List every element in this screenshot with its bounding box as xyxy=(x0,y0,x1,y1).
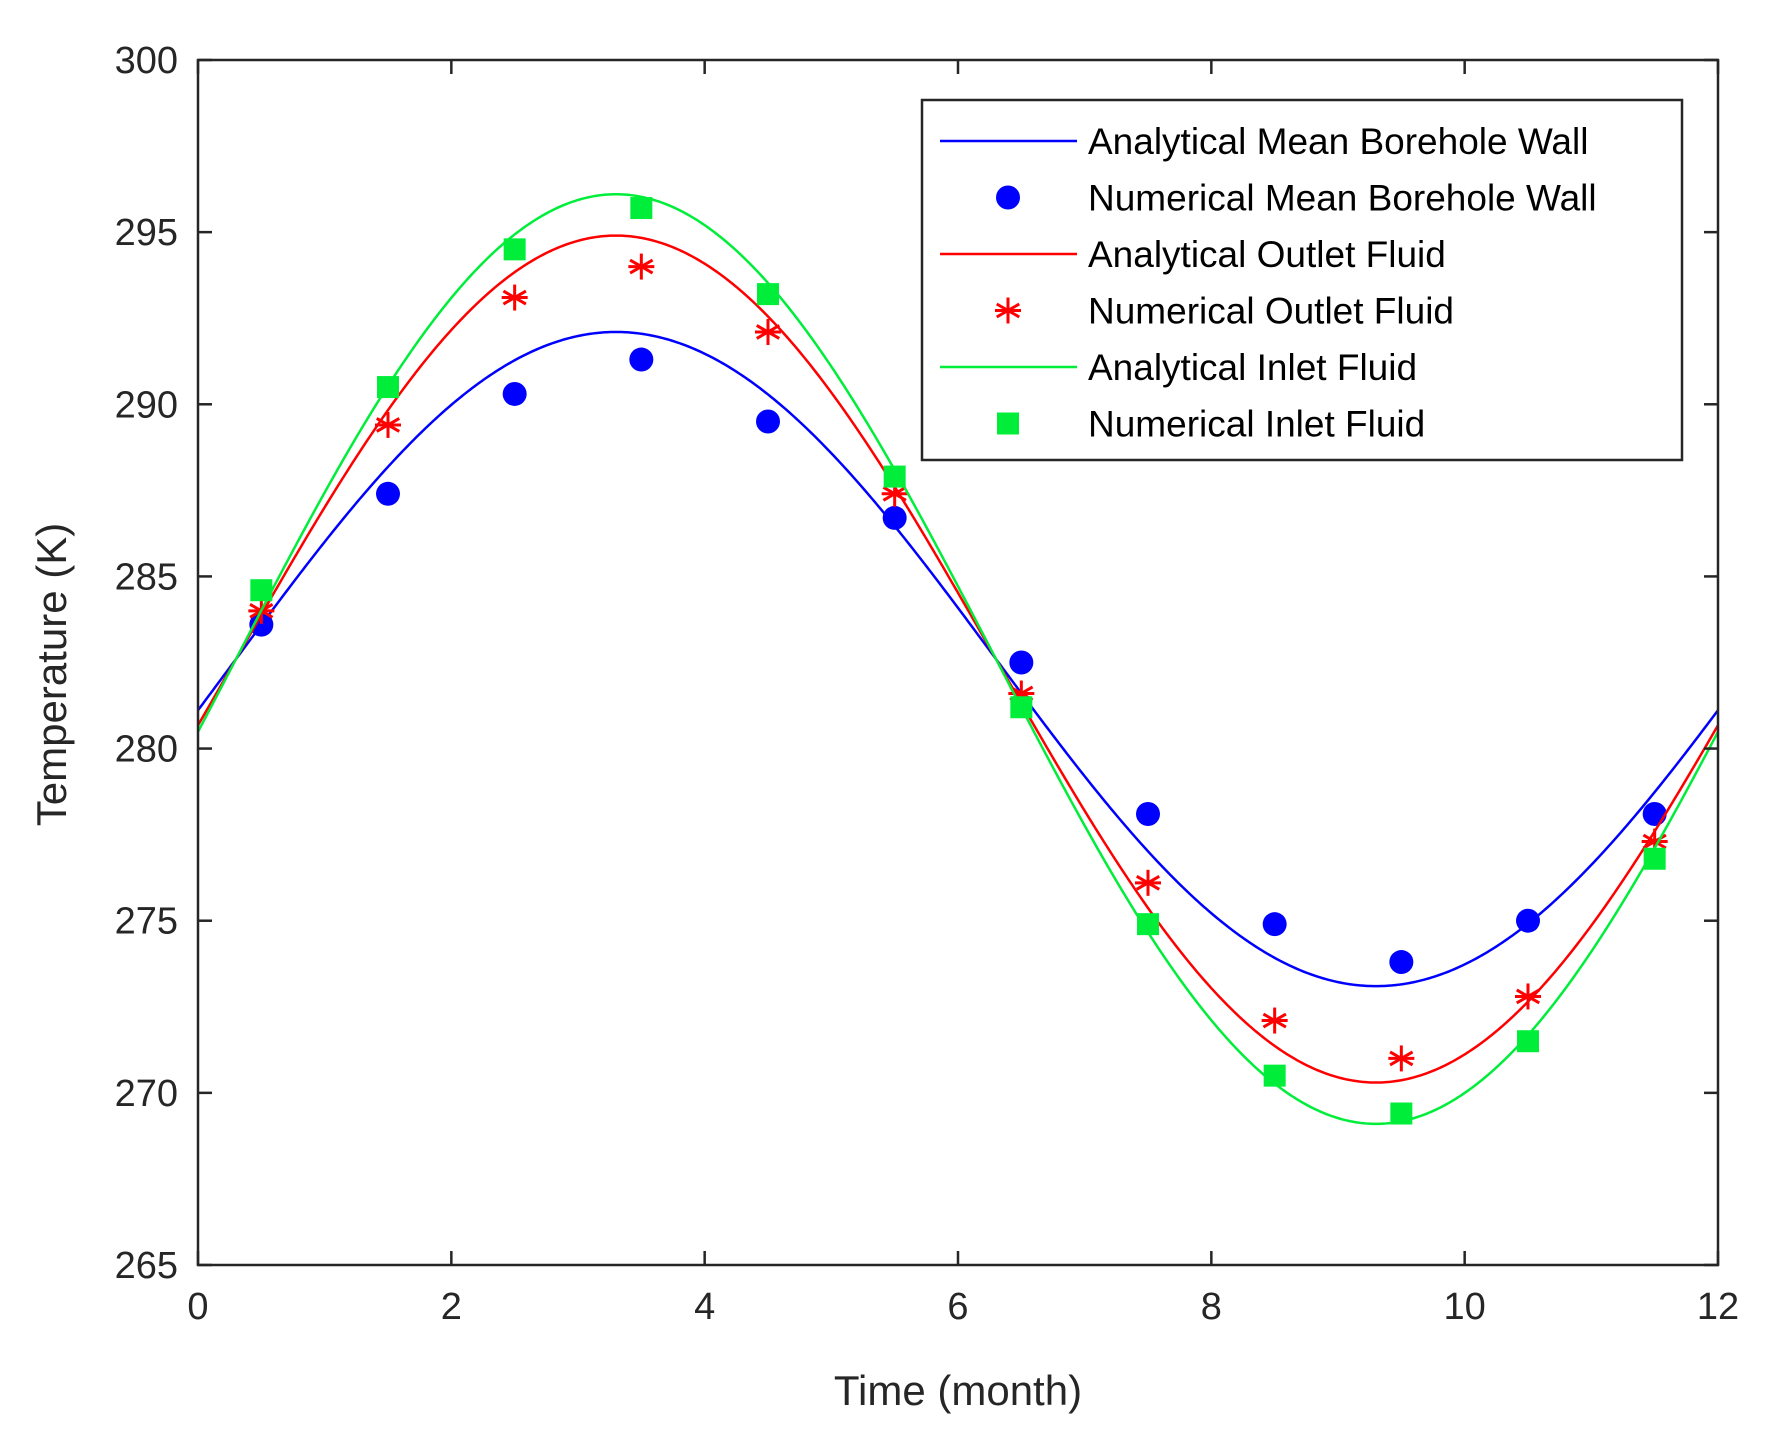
x-tick-label: 8 xyxy=(1201,1286,1222,1328)
data-point xyxy=(375,411,401,438)
data-point xyxy=(1135,869,1161,896)
data-point xyxy=(376,481,400,506)
data-point xyxy=(757,283,779,306)
data-point xyxy=(377,376,399,399)
data-point xyxy=(1010,696,1033,719)
y-tick-label: 275 xyxy=(115,901,178,943)
y-tick-label: 300 xyxy=(115,40,178,82)
y-tick-label: 290 xyxy=(115,384,178,426)
y-axis-label: Temperature (K) xyxy=(28,523,75,826)
x-tick-label: 2 xyxy=(441,1286,462,1328)
data-point xyxy=(501,284,528,311)
series-line xyxy=(196,193,1720,1126)
legend-label: Numerical Mean Borehole Wall xyxy=(1088,178,1597,219)
data-point xyxy=(1388,1045,1415,1072)
legend-item: Numerical Inlet Fluid xyxy=(997,404,1425,445)
x-tick-label: 12 xyxy=(1697,1286,1739,1328)
x-tick-label: 4 xyxy=(694,1286,715,1328)
legend-item: Analytical Outlet Fluid xyxy=(940,234,1446,275)
series-analytical-mean-borehole-wall xyxy=(196,330,1720,988)
y-tick-label: 270 xyxy=(115,1073,178,1115)
x-tick-label: 0 xyxy=(187,1286,208,1328)
series-line xyxy=(196,330,1720,988)
y-tick-label: 285 xyxy=(115,556,178,598)
legend-item: Analytical Mean Borehole Wall xyxy=(940,121,1588,162)
data-point xyxy=(883,465,906,488)
data-point xyxy=(249,612,274,637)
data-point xyxy=(1516,908,1540,933)
series-line xyxy=(196,234,1720,1084)
data-point xyxy=(882,505,907,530)
data-point xyxy=(1643,847,1666,870)
data-point xyxy=(1263,1064,1286,1087)
legend-label: Analytical Outlet Fluid xyxy=(1088,234,1446,275)
legend-label: Analytical Inlet Fluid xyxy=(1088,347,1417,388)
x-axis-label: Time (month) xyxy=(834,1367,1082,1414)
legend-item: Numerical Outlet Fluid xyxy=(995,291,1454,332)
legend-box xyxy=(920,98,1684,462)
y-tick-label: 280 xyxy=(115,729,178,771)
data-point xyxy=(1389,950,1414,975)
data-point xyxy=(1137,913,1159,936)
data-point xyxy=(755,318,781,345)
data-point xyxy=(1517,1030,1539,1053)
legend-item: Analytical Inlet Fluid xyxy=(940,347,1417,388)
x-tick-label: 10 xyxy=(1444,1286,1486,1328)
data-point xyxy=(503,238,526,261)
x-tick-label: 6 xyxy=(947,1286,968,1328)
legend: Analytical Mean Borehole Wall Numerical M… xyxy=(920,98,1684,462)
legend-label: Numerical Outlet Fluid xyxy=(1088,291,1454,332)
series-layer xyxy=(196,193,1720,1126)
data-point xyxy=(1642,801,1667,826)
legend-label: Numerical Inlet Fluid xyxy=(1088,404,1425,445)
data-point xyxy=(756,409,780,434)
series-numerical-mean-borehole-wall xyxy=(249,347,1667,975)
series-numerical-outlet-fluid xyxy=(248,253,1668,1072)
series-analytical-inlet-fluid xyxy=(196,193,1720,1126)
data-point xyxy=(1515,983,1541,1010)
data-point xyxy=(250,579,273,602)
legend-label: Analytical Mean Borehole Wall xyxy=(1088,121,1588,162)
y-tick-label: 295 xyxy=(115,212,178,254)
data-point xyxy=(1390,1102,1413,1125)
data-point xyxy=(1261,1007,1288,1034)
legend-marker-swatch xyxy=(995,297,1021,324)
data-point xyxy=(629,347,654,372)
legend-marker-swatch xyxy=(996,185,1020,210)
axes-ticks: 0 2 4 6 8 10 12 265 270 275 280 285 290 295 300 xyxy=(115,40,1740,1328)
y-tick-label: 265 xyxy=(115,1245,178,1287)
data-point xyxy=(1136,801,1160,826)
data-point xyxy=(630,197,653,220)
data-point xyxy=(502,381,527,406)
series-numerical-inlet-fluid xyxy=(250,197,1666,1125)
series-analytical-outlet-fluid xyxy=(196,234,1720,1084)
data-point xyxy=(1262,912,1287,937)
legend-item: Numerical Mean Borehole Wall xyxy=(996,178,1597,219)
legend-marker-swatch xyxy=(997,412,1019,435)
data-point xyxy=(628,253,655,280)
data-point xyxy=(1009,650,1034,675)
